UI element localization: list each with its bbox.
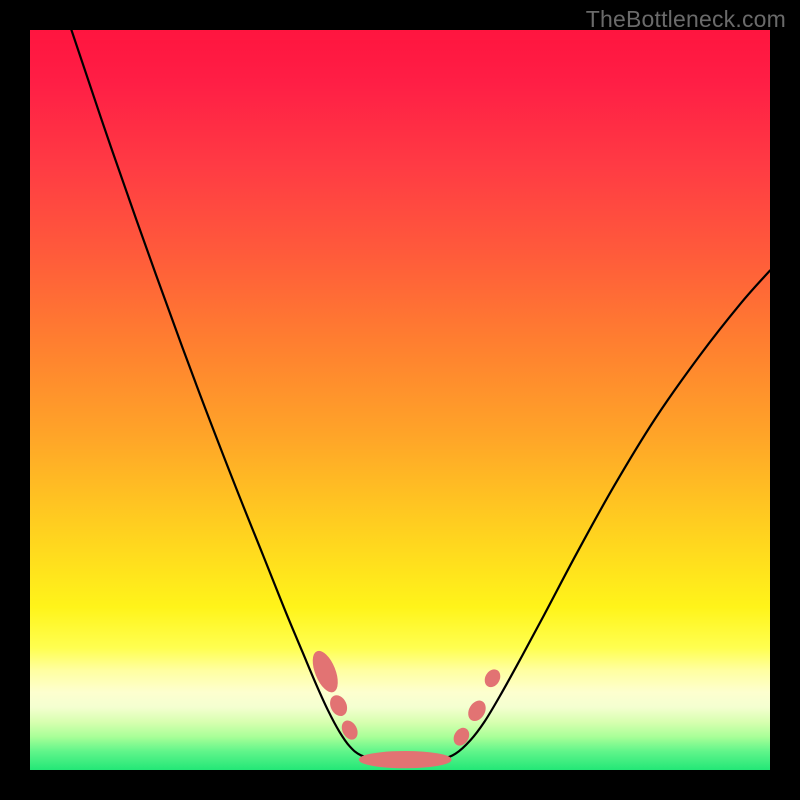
chart-container: TheBottleneck.com bbox=[0, 0, 800, 800]
gradient-plot-area bbox=[30, 30, 770, 770]
bottleneck-chart bbox=[0, 0, 800, 800]
watermark-label: TheBottleneck.com bbox=[586, 6, 786, 33]
curve-marker bbox=[359, 752, 451, 768]
